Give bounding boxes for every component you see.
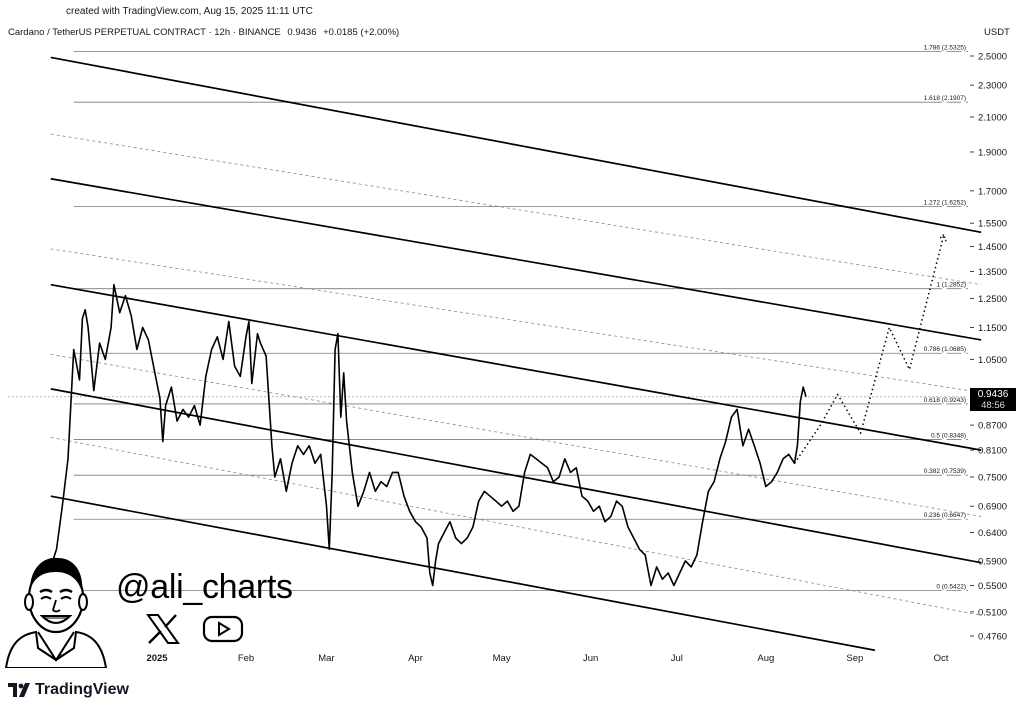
tradingview-logo-icon (8, 683, 30, 697)
x-tick-label: Aug (757, 653, 774, 664)
y-tick-label: 0.4760 (978, 632, 1007, 643)
fib-label: 1 (1.2852) (936, 282, 966, 289)
x-tick-label: Sep (846, 653, 863, 664)
projection-path (793, 234, 945, 464)
price-change: +0.0185 (+2.00%) (323, 27, 400, 38)
y-tick-label: 2.3000 (978, 81, 1007, 92)
x-tick-label: Mar (318, 653, 334, 664)
y-tick-label: 0.6900 (978, 502, 1007, 513)
x-tick-label: 2025 (146, 653, 168, 664)
social-links (146, 614, 244, 644)
y-tick-label: 1.0500 (978, 355, 1007, 366)
y-tick-label: 1.9000 (978, 147, 1007, 158)
y-tick-label: 2.5000 (978, 52, 1007, 63)
y-axis: 2.5000 2.3000 2.1000 1.9000 1.7000 1.5500 1.45… (970, 52, 1007, 643)
channel-line (50, 388, 982, 564)
y-tick-label: 1.2500 (978, 294, 1007, 305)
x-tick-label: Apr (408, 653, 423, 664)
channel-line (50, 283, 982, 451)
symbol-legend: Cardano / TetherUS PERPETUAL CONTRACT · … (8, 27, 399, 38)
projection-arrowhead (938, 233, 947, 242)
symbol-name[interactable]: Cardano / TetherUS PERPETUAL CONTRACT · … (8, 27, 281, 38)
channel-midline (50, 436, 982, 616)
y-tick-label: 0.5900 (978, 556, 1007, 567)
bar-countdown: 48:56 (981, 400, 1005, 411)
channel-midline (50, 248, 982, 393)
created-with-text: created with TradingView.com, Aug 15, 20… (66, 6, 313, 17)
channel-midline (50, 133, 982, 286)
fib-label: 1.272 (1.6252) (924, 200, 966, 207)
author-avatar (4, 557, 108, 668)
price-series (50, 233, 947, 587)
last-price: 0.9436 (287, 27, 317, 38)
y-tick-label: 1.4500 (978, 242, 1007, 253)
y-tick-label: 2.1000 (978, 112, 1007, 123)
youtube-icon[interactable] (202, 614, 244, 644)
fib-levels: 1.786 (2.5325) 1.618 (2.1907) 1.272 (1.625… (8, 43, 968, 592)
fib-label: 0 (0.5422) (936, 583, 966, 590)
y-tick-label: 0.5500 (978, 581, 1007, 592)
channel-line (50, 177, 982, 341)
x-tick-label: Jun (583, 653, 598, 664)
channel-lines (50, 56, 982, 652)
author-handle: @ali_charts (116, 568, 293, 606)
fib-label: 0.236 (0.6647) (924, 512, 966, 519)
price-tag-value: 0.9436 (977, 389, 1009, 400)
y-tick-label: 1.3500 (978, 267, 1007, 278)
tradingview-logo[interactable]: TradingView (8, 681, 129, 699)
fib-label: 0.618 (0.9243) (924, 397, 966, 404)
fib-label: 1.786 (2.5325) (924, 44, 966, 51)
x-axis: Dec2025FebMarAprMayJunJulAugSepOct (60, 653, 949, 664)
fib-label: 0.5 (0.8348) (931, 433, 966, 440)
channel-line (50, 495, 876, 652)
x-tick-label: Oct (934, 653, 949, 664)
y-tick-label: 1.1500 (978, 323, 1007, 334)
fib-label: 1.618 (2.1907) (924, 95, 966, 102)
y-tick-label: 0.8100 (978, 446, 1007, 457)
y-tick-label: 0.5100 (978, 607, 1007, 618)
logo-text: TradingView (35, 681, 129, 698)
x-tick-label: May (493, 653, 511, 664)
fib-label: 0.786 (1.0685) (924, 346, 966, 353)
channel-line (50, 56, 982, 234)
y-tick-label: 0.7500 (978, 473, 1007, 484)
price-line (50, 283, 807, 587)
fib-label: 0.382 (0.7539) (924, 468, 966, 475)
x-tick-label: Feb (238, 653, 254, 664)
x-logo-icon[interactable] (146, 614, 180, 644)
channel-midline (50, 353, 982, 517)
last-price-tag: 0.9436 48:56 (970, 388, 1016, 411)
y-tick-label: 0.8700 (978, 421, 1007, 432)
currency-label[interactable]: USDT (984, 27, 1010, 38)
y-tick-label: 1.5500 (978, 219, 1007, 230)
y-tick-label: 1.7000 (978, 186, 1007, 197)
y-tick-label: 0.6400 (978, 528, 1007, 539)
x-tick-label: Jul (671, 653, 683, 664)
